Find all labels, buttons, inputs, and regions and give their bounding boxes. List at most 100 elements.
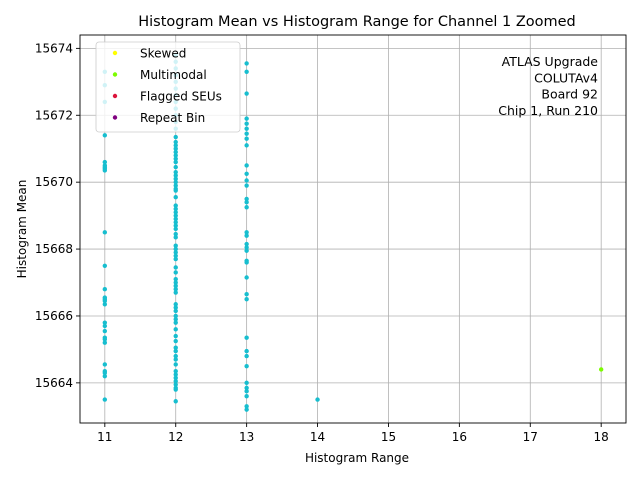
- data-point: [244, 196, 249, 202]
- x-tick-label: 14: [310, 430, 325, 444]
- data-point: [102, 230, 108, 235]
- annotation-line: ATLAS Upgrade: [502, 54, 599, 69]
- data-point: [173, 243, 178, 248]
- data-point: [102, 298, 108, 304]
- data-point: [102, 337, 108, 342]
- data-point: [173, 246, 178, 252]
- data-point: [173, 375, 178, 381]
- data-point: [173, 206, 178, 212]
- data-point: [244, 335, 249, 340]
- data-point: [173, 169, 178, 175]
- data-point: [173, 320, 178, 325]
- annotation-line: Board 92: [541, 87, 598, 102]
- data-point: [173, 210, 178, 215]
- data-point: [244, 260, 249, 265]
- y-tick-label: 15674: [35, 41, 73, 55]
- data-point: [173, 368, 178, 374]
- data-point: [173, 179, 178, 185]
- data-point: [244, 353, 249, 359]
- data-point: [173, 265, 178, 270]
- legend-label: Multimodal: [140, 68, 207, 82]
- data-point: [244, 245, 249, 250]
- data-point: [173, 290, 178, 295]
- plot-frame: [79, 34, 627, 424]
- data-point: [173, 287, 178, 292]
- chart-title: Histogram Mean vs Histogram Range for Ch…: [138, 14, 576, 30]
- data-point: [173, 276, 178, 282]
- data-point: [173, 317, 178, 322]
- data-point: [102, 168, 108, 173]
- data-point: [102, 370, 108, 376]
- data-point: [173, 231, 178, 237]
- data-point: [244, 116, 249, 121]
- data-point: [102, 328, 108, 334]
- data-point: [244, 363, 249, 369]
- x-tick-label: 11: [97, 430, 112, 444]
- data-point: [173, 308, 178, 314]
- data-point: [315, 397, 320, 402]
- data-point: [173, 134, 178, 140]
- data-point: [244, 248, 249, 253]
- data-point: [173, 387, 178, 392]
- data-point: [598, 367, 604, 372]
- data-point: [173, 327, 178, 332]
- y-tick-label: 15672: [35, 108, 73, 122]
- data-point: [173, 345, 178, 350]
- data-point: [173, 250, 178, 255]
- data-point: [173, 283, 178, 289]
- data-point: [244, 394, 249, 399]
- data-point: [244, 183, 249, 188]
- annotation-line: COLUTAv4: [534, 70, 598, 85]
- data-point: [102, 397, 108, 402]
- x-axis-title: Histogram Range: [305, 451, 409, 465]
- data-point: [173, 253, 178, 258]
- y-tick-label: 15666: [35, 309, 73, 323]
- data-point: [102, 373, 108, 379]
- legend-label: Repeat Bin: [140, 111, 205, 125]
- data-point: [173, 270, 178, 275]
- legend-box: [95, 41, 241, 133]
- data-point: [244, 163, 249, 168]
- y-axis-title: Histogram Mean: [15, 180, 29, 279]
- x-tick-label: 15: [381, 430, 396, 444]
- data-point: [244, 292, 249, 297]
- data-point: [173, 164, 178, 170]
- data-point: [173, 153, 178, 158]
- data-point: [173, 143, 178, 148]
- data-point: [244, 61, 249, 66]
- legend: Skewed Multimodal Flagged SEUs Repeat Bin: [95, 41, 241, 133]
- data-point: [102, 133, 108, 138]
- data-point: [244, 275, 249, 280]
- data-point: [173, 399, 178, 404]
- data-point: [173, 188, 178, 193]
- data-point: [173, 256, 178, 262]
- y-tick-label: 15668: [35, 242, 73, 256]
- data-point: [173, 146, 178, 151]
- data-point: [173, 338, 178, 344]
- data-point: [244, 385, 249, 391]
- data-point: [244, 297, 249, 302]
- annotation-line: Chip 1, Run 210: [498, 103, 598, 118]
- data-point: [244, 171, 249, 177]
- data-point: [173, 139, 178, 145]
- data-point: [244, 233, 249, 238]
- data-point: [244, 131, 249, 136]
- data-point: [244, 69, 249, 74]
- data-point: [173, 280, 178, 285]
- data-point: [102, 263, 108, 268]
- data-point: [173, 362, 178, 367]
- legend-marker: [112, 93, 118, 99]
- x-tick-label: 12: [168, 430, 183, 444]
- data-point: [244, 230, 249, 235]
- x-tick-label: 16: [452, 430, 467, 444]
- data-point: [173, 382, 178, 387]
- data-point: [244, 126, 249, 131]
- data-point: [102, 287, 108, 292]
- data-point: [244, 380, 249, 386]
- data-points: [102, 52, 604, 412]
- data-point: [244, 91, 249, 96]
- data-point: [173, 235, 178, 240]
- data-point: [244, 407, 249, 412]
- data-point: [173, 156, 178, 161]
